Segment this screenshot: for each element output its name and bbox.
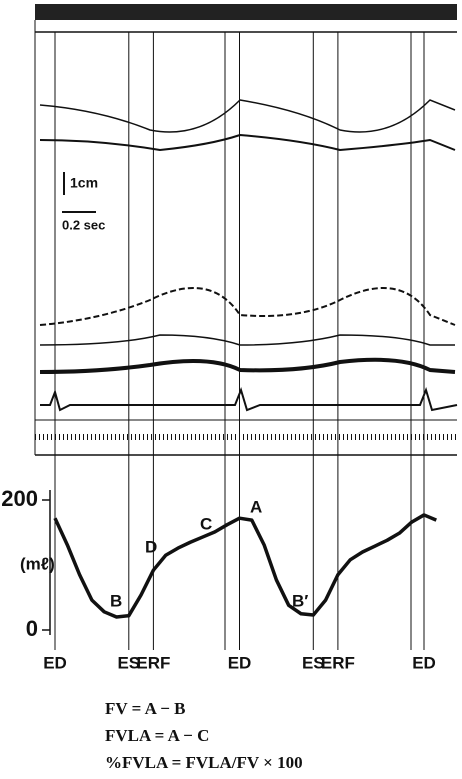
y-tick-label: 0 [26,616,38,641]
annotation: D [145,537,157,556]
x-tick-label: ED [43,653,67,672]
scale-time: 0.2 sec [62,217,105,232]
volume-curve [53,513,437,619]
x-tick-label: ES [117,653,140,672]
annotation: B [110,591,122,610]
y-tick-label: 200 [1,486,38,511]
formula: FVLA = A − C [105,726,209,745]
formula: FV = A − B [105,699,185,718]
x-tick-label: ED [412,653,436,672]
annotation: C [200,514,212,533]
m-mode-echo [34,4,458,456]
scale-distance: 1cm [70,175,98,191]
x-tick-label: ES [302,653,325,672]
x-tick-label: ERF [321,653,355,672]
y-axis-label: (mℓ) [20,554,55,573]
x-tick-label: ED [228,653,252,672]
annotation: B′ [292,591,308,610]
x-tick-label: ERF [136,653,170,672]
formula: %FVLA = FVLA/FV × 100 [105,753,303,772]
extra-lines [224,32,412,650]
annotation: A [250,497,262,516]
